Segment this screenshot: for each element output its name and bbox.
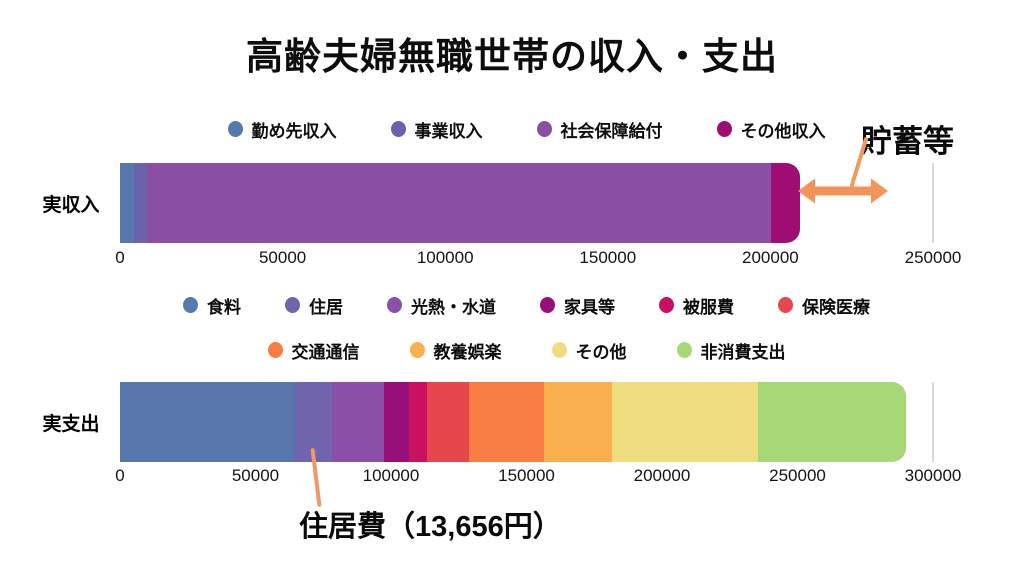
bar-segment-家具等 [383,382,410,462]
x-tick-300000: 300000 [904,466,962,485]
legend-label: 社会保障給付 [560,121,663,141]
legend-dot-icon [536,121,552,137]
legend-item-保険医療: 保険医療 [778,293,870,318]
bar-segment-被服費 [409,382,427,462]
legend-label: その他 [575,342,627,362]
legend-item-非消費支出: 非消費支出 [676,338,786,363]
income-axis-label: 実収入 [42,194,100,216]
legend-item-その他収入: その他収入 [716,117,826,142]
legend-label: 勤め先収入 [251,121,337,141]
bar-segment-事業収入 [133,163,147,243]
legend-dot-icon [676,342,692,358]
bar-segment-交通通信 [468,382,544,462]
expense-bar [120,382,933,462]
bar-segment-その他収入 [770,163,801,243]
legend-label: 住居 [309,297,343,317]
legend-dot-icon [390,121,406,137]
legend-dot-icon [778,297,793,313]
legend-item-教養娯楽: 教養娯楽 [409,338,502,363]
expense-legend-row-1: 食料 住居 光熱・水道 家具等 被服費 保険医療 [120,290,933,320]
bar-segment-社会保障給付 [146,163,771,243]
income-x-axis: 0 50000 100000 150000 200000 250000 [115,248,961,272]
x-tick-100000: 100000 [416,248,474,267]
legend-label: 交通通信 [291,342,360,362]
legend-item-食料: 食料 [183,293,241,318]
income-legend: 勤め先収入 事業収入 社会保障給付 その他収入 [120,114,933,144]
legend-dot-icon [183,297,198,313]
x-tick-50000: 50000 [258,248,307,267]
legend-dot-icon [267,342,283,358]
legend-label: 被服費 [683,297,734,317]
savings-annotation-label: 貯蓄等 [861,124,954,159]
legend-dot-icon [227,121,243,137]
legend-dot-icon [716,121,732,137]
legend-label: 保険医療 [802,297,870,317]
expense-right-gridline [932,382,934,462]
savings-gap-arrow-icon [798,178,888,204]
legend-label: 食料 [207,297,241,317]
x-tick-200000: 200000 [633,466,691,485]
legend-item-勤め先収入: 勤め先収入 [227,117,337,142]
income-bar [120,163,933,243]
expense-legend-row-2: 交通通信 教養娯楽 その他 非消費支出 [120,335,933,365]
x-tick-100000: 100000 [362,466,420,485]
x-tick-250000: 250000 [904,248,962,267]
x-tick-200000: 200000 [742,248,799,267]
legend-dot-icon [409,342,425,358]
legend-dot-icon [285,297,300,313]
x-tick-0: 0 [115,466,125,485]
bar-segment-保険医療 [426,382,469,462]
legend-item-交通通信: 交通通信 [267,338,360,363]
legend-label: 非消費支出 [700,342,786,362]
legend-item-その他: その他 [551,338,627,363]
x-tick-150000: 150000 [579,248,637,267]
legend-dot-icon [551,342,567,358]
legend-label: 教養娯楽 [433,342,502,362]
x-tick-150000: 150000 [498,466,555,485]
x-tick-50000: 50000 [231,466,280,485]
legend-item-被服費: 被服費 [659,293,734,318]
legend-item-家具等: 家具等 [540,293,615,318]
housing-annotation-label: 住居費（13,656円） [299,511,562,543]
bar-segment-教養娯楽 [543,382,612,462]
legend-label: 家具等 [564,297,615,317]
legend-dot-icon [659,297,674,313]
legend-item-事業収入: 事業収入 [390,117,483,142]
legend-item-社会保障給付: 社会保障給付 [536,117,663,142]
expense-axis-label: 実支出 [42,413,100,435]
legend-item-光熱・水道: 光熱・水道 [387,293,496,318]
expense-x-axis: 0 50000 100000 150000 200000 250000 300000 [115,466,961,490]
x-tick-0: 0 [115,248,125,267]
bar-segment-勤め先収入 [120,163,134,243]
bar-segment-その他 [611,382,759,462]
bar-segment-光熱・水道 [331,382,384,462]
income-right-gridline [932,163,934,243]
bar-segment-食料 [120,382,295,462]
expense-plot-area: 0 50000 100000 150000 200000 250000 300000 [115,0,961,576]
legend-label: 事業収入 [414,121,483,141]
bar-segment-非消費支出 [758,382,906,462]
legend-dot-icon [540,297,555,313]
legend-label: その他収入 [740,121,826,141]
x-tick-250000: 250000 [769,466,826,485]
legend-item-住居: 住居 [285,293,343,318]
page-title: 高齢夫婦無職世帯の収入・支出 [246,36,778,77]
legend-label: 光熱・水道 [411,297,496,317]
legend-dot-icon [387,297,402,313]
income-plot-area: 0 50000 100000 150000 200000 250000 [115,0,961,576]
